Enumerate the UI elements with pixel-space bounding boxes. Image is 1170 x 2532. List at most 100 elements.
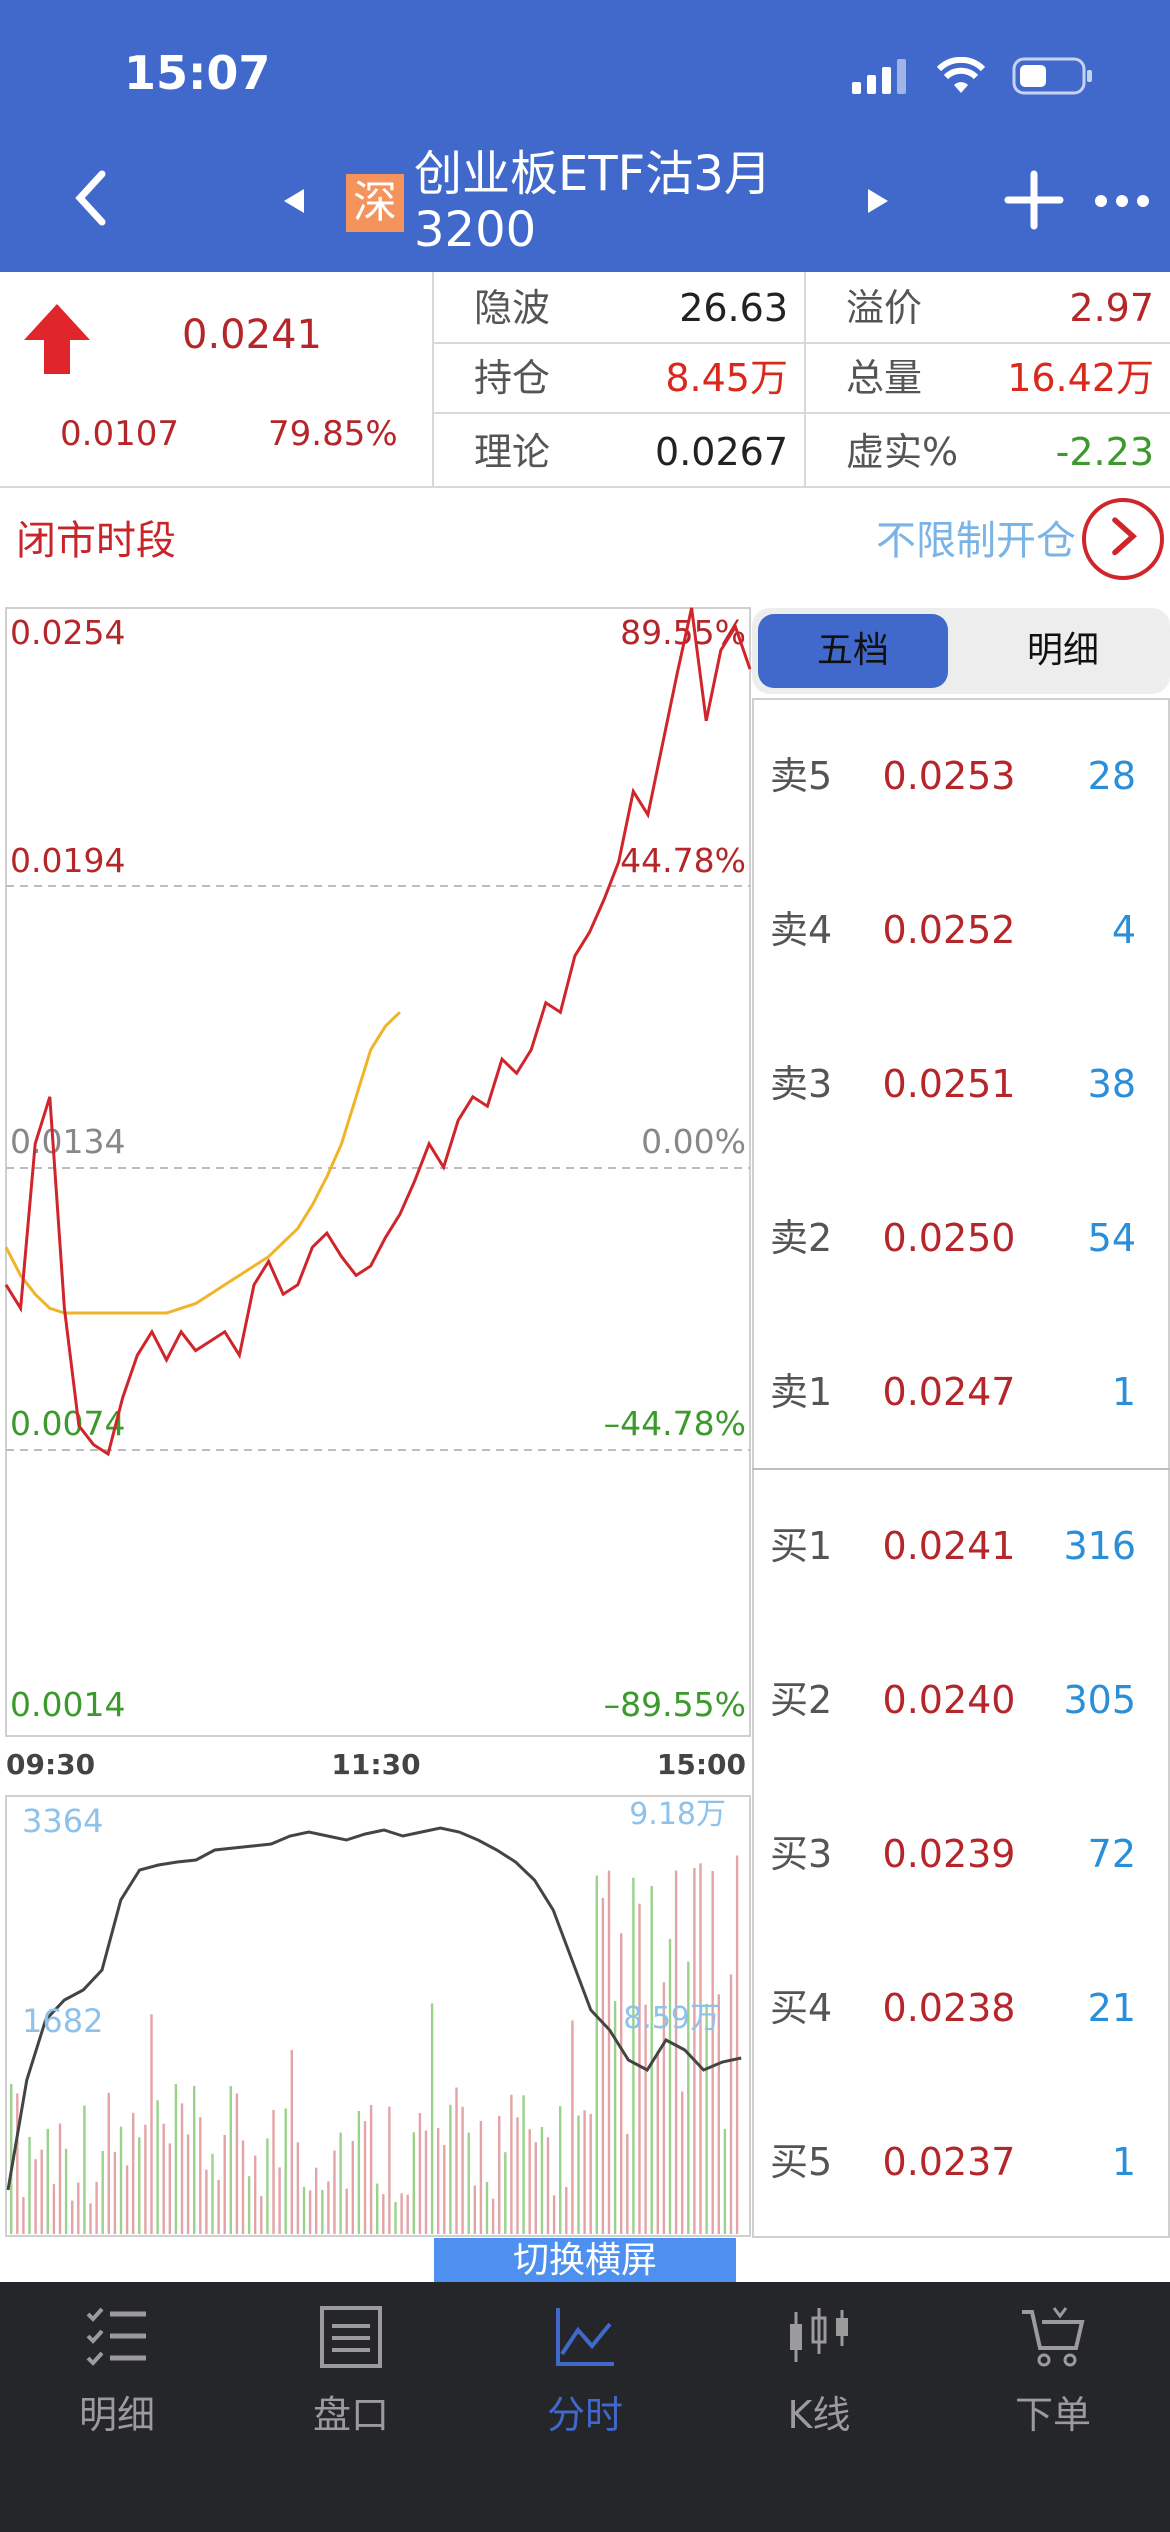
volume-bar <box>565 2187 568 2234</box>
candlestick-icon <box>790 2308 848 2362</box>
volume-bar <box>699 1863 702 2234</box>
volume-bar <box>681 2091 684 2234</box>
volume-bar <box>296 2142 300 2234</box>
bid-row[interactable]: 买4 0.0238 21 <box>770 1986 1136 2030</box>
volume-bar <box>278 2167 281 2234</box>
volume-bar <box>71 2200 74 2234</box>
session-bar: 闭市时段 不限制开仓 <box>0 490 1170 580</box>
previous-contract-icon[interactable] <box>282 188 306 214</box>
volume-bar <box>333 2150 336 2234</box>
tab-order-book[interactable]: 盘口 <box>234 2304 468 2444</box>
volume-bar <box>559 2106 562 2234</box>
volume-bar <box>491 2198 495 2234</box>
tab-place-order[interactable]: 下单 <box>936 2304 1170 2444</box>
volume-bar <box>321 2190 324 2234</box>
ask-row[interactable]: 卖2 0.0250 54 <box>770 1216 1136 1260</box>
next-contract-icon[interactable] <box>866 188 890 214</box>
volume-bar <box>424 2130 428 2234</box>
volume-bar <box>412 2132 415 2234</box>
volume-bar <box>40 2149 43 2234</box>
volume-bar <box>449 2104 452 2234</box>
volume-bar <box>418 2113 422 2234</box>
volume-bar <box>723 2128 727 2234</box>
bid-row[interactable]: 买5 0.0237 1 <box>770 2140 1136 2184</box>
volume-bar <box>644 2004 647 2234</box>
volume-bar <box>552 2195 556 2234</box>
volume-bar <box>162 2123 165 2234</box>
bid-row[interactable]: 买1 0.0241 316 <box>770 1524 1136 1568</box>
volume-bar <box>467 2132 470 2234</box>
volume-bar <box>485 2181 489 2234</box>
volume-bar <box>260 2196 263 2234</box>
volume-bar <box>595 1875 598 2234</box>
ask-row[interactable]: 卖3 0.0251 38 <box>770 1062 1136 1106</box>
volume-bar <box>632 1877 635 2234</box>
volume-bar <box>656 2050 659 2234</box>
volume-bar <box>430 2003 434 2234</box>
unrestricted-open-link[interactable]: 不限制开仓 <box>876 518 1076 564</box>
volume-bar <box>461 2106 464 2234</box>
volume-bar <box>77 2182 80 2234</box>
tab-five-levels[interactable]: 五档 <box>758 614 948 688</box>
tab-details[interactable]: 明细 <box>0 2304 234 2444</box>
volume-bar <box>376 2183 379 2234</box>
volume-bar <box>113 2151 117 2234</box>
back-icon[interactable] <box>62 168 122 228</box>
volume-bar <box>156 2100 159 2234</box>
cart-icon <box>1022 2307 1085 2367</box>
volume-label-mid: 1682 <box>22 2002 103 2040</box>
ask-row[interactable]: 卖5 0.0253 28 <box>770 754 1136 798</box>
field-moneyness: 虚实% -2.23 <box>846 430 1154 474</box>
volume-bar <box>125 2165 129 2234</box>
add-watchlist-icon[interactable] <box>1004 170 1064 230</box>
volume-bar <box>455 2087 458 2234</box>
ask-row[interactable]: 卖4 0.0252 4 <box>770 908 1136 952</box>
volume-bar <box>83 2105 86 2234</box>
field-open-interest: 持仓 8.45万 <box>474 356 788 400</box>
ask-row[interactable]: 卖1 0.0247 1 <box>770 1370 1136 1414</box>
volume-bar <box>729 1974 733 2234</box>
volume-bars <box>10 1855 739 2234</box>
document-icon <box>320 2306 382 2368</box>
volume-bar <box>400 2193 403 2234</box>
session-status: 闭市时段 <box>16 518 176 564</box>
arrow-up-icon <box>24 304 90 374</box>
tab-intraday[interactable]: 分时 <box>468 2304 702 2444</box>
contract-title: 创业板ETF沽3月 3200 <box>414 146 772 258</box>
price-change-pct: 79.85% <box>268 414 398 454</box>
bottom-tab-bar: 明细 盘口 分时 K线 下单 <box>0 2282 1170 2532</box>
volume-bar <box>510 2094 513 2234</box>
volume-bar <box>119 2126 123 2234</box>
intraday-chart[interactable]: 0.0254 0.0194 0.0134 0.0074 0.0014 89.55… <box>0 600 752 2240</box>
bid-row[interactable]: 买2 0.0240 305 <box>770 1678 1136 1722</box>
tab-trade-details[interactable]: 明细 <box>1026 630 1099 671</box>
volume-bar <box>382 2194 385 2234</box>
price-label-mid: 0.0134 <box>10 1122 125 1161</box>
open-interest-line <box>6 1826 742 2191</box>
bid-row[interactable]: 买3 0.0239 72 <box>770 1832 1136 1876</box>
status-icons <box>852 56 1094 96</box>
pct-label-4: –44.78% <box>604 1404 746 1443</box>
volume-bar <box>693 1868 696 2234</box>
volume-bar <box>235 2093 239 2234</box>
line-chart-icon <box>556 2308 614 2366</box>
volume-right-mid: 8.59万 <box>623 2001 720 2036</box>
tab-kline[interactable]: K线 <box>702 2304 936 2444</box>
switch-landscape-button[interactable]: 切换横屏 <box>434 2238 736 2284</box>
volume-bar <box>577 2115 580 2234</box>
volume-bar <box>363 2121 367 2234</box>
volume-bar <box>534 2142 537 2234</box>
chevron-right-icon[interactable] <box>1082 498 1164 580</box>
volume-bar <box>284 2108 287 2234</box>
exchange-badge: 深 <box>346 174 404 232</box>
more-icon[interactable] <box>1094 194 1150 208</box>
volume-bar <box>473 2185 476 2234</box>
signal-icon <box>852 59 906 94</box>
price-label-bottom: 0.0014 <box>10 1685 125 1724</box>
volume-bar <box>95 2181 98 2234</box>
volume-bar <box>406 2194 409 2234</box>
volume-bar <box>339 2132 342 2234</box>
volume-right-top: 9.18万 <box>629 1797 726 1832</box>
volume-bar <box>205 2169 208 2234</box>
volume-bar <box>315 2167 318 2234</box>
